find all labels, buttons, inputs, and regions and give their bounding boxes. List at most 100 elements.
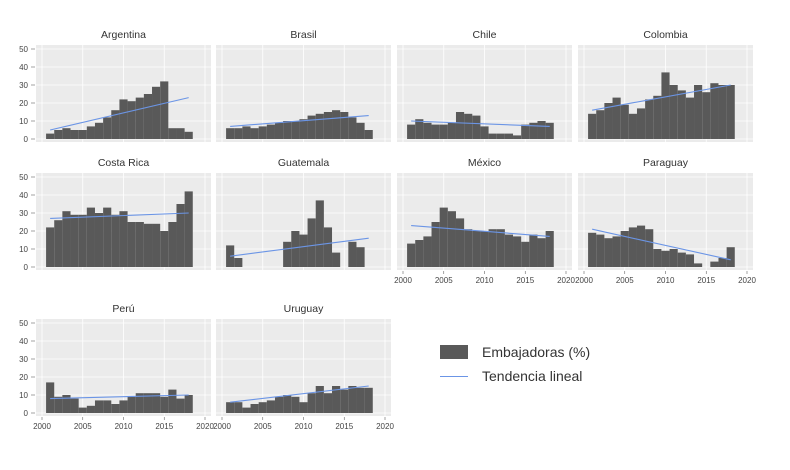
bar: [423, 236, 432, 267]
bar: [54, 130, 63, 139]
trend-line: [230, 385, 369, 403]
trend-line: [592, 84, 731, 111]
bar: [718, 258, 727, 267]
bar: [291, 396, 300, 413]
bar: [628, 113, 637, 139]
bar: [677, 90, 686, 139]
bar: [299, 119, 308, 139]
bar: [596, 110, 605, 139]
panel-title: Guatemala: [278, 157, 330, 169]
trend-line: [230, 237, 369, 257]
panel-paraguay: Paraguay 2000 2005 2010 2015 2020: [575, 157, 756, 285]
panel-brasil: Brasil: [216, 29, 391, 142]
bar: [111, 110, 120, 139]
bar: [62, 395, 71, 413]
bar: [464, 229, 473, 267]
legend-bar-swatch: [440, 345, 468, 359]
bar: [143, 94, 153, 139]
bar: [291, 231, 300, 267]
bar: [529, 234, 538, 267]
bar: [119, 400, 128, 413]
trend-line: [592, 228, 731, 261]
bar: [176, 204, 185, 267]
legend: Embajadoras (%) Tendencia lineal: [440, 340, 700, 388]
bar: [488, 229, 497, 267]
bar: [54, 396, 63, 413]
bar: [242, 126, 251, 139]
bar: [545, 231, 554, 267]
bar: [152, 86, 161, 139]
bar: [127, 222, 136, 267]
bar: [226, 128, 235, 139]
bar: [299, 234, 308, 267]
bar: [710, 261, 719, 267]
y-tick-label: 0: [24, 409, 29, 418]
bar: [332, 386, 341, 413]
bar: [46, 133, 55, 139]
bar: [234, 128, 243, 139]
legend-item-bars: Embajadoras (%): [440, 340, 700, 364]
bar: [94, 122, 104, 139]
bar: [645, 229, 654, 267]
bar: [677, 252, 686, 267]
bar: [160, 396, 169, 413]
legend-item-trend: Tendencia lineal: [440, 364, 700, 388]
bar: [143, 223, 153, 267]
panel-colombia: Colombia: [578, 29, 753, 142]
y-tick-label: 20: [19, 227, 28, 236]
x-tick-label: 2020: [196, 422, 214, 431]
bar: [364, 130, 373, 139]
bar: [78, 214, 87, 267]
bar: [726, 85, 735, 139]
panel-title: México: [468, 157, 501, 169]
bar: [596, 234, 605, 267]
bar: [348, 241, 357, 267]
bar: [62, 211, 71, 267]
bar: [111, 214, 120, 267]
bar: [274, 122, 284, 139]
bar: [86, 126, 95, 139]
bar: [513, 135, 522, 139]
bar: [86, 405, 95, 413]
x-tick-label: 2005: [254, 422, 272, 431]
bar: [455, 218, 465, 267]
bar: [143, 393, 153, 413]
bar: [86, 207, 95, 267]
bar: [184, 191, 193, 267]
panel-argentina: Argentina 0 10 20 30 40 50: [19, 29, 211, 144]
bar: [307, 393, 316, 413]
bar: [407, 243, 416, 267]
bar: [423, 122, 432, 139]
panel-title: Colombia: [643, 29, 688, 41]
x-tick-label: 2020: [557, 276, 575, 285]
legend-line-swatch: [440, 375, 468, 377]
bar: [718, 85, 727, 139]
bar: [504, 133, 514, 139]
bar: [250, 404, 259, 413]
bar: [529, 122, 538, 139]
bar: [455, 112, 465, 139]
bar: [307, 218, 316, 267]
x-tick-label: 2015: [697, 276, 715, 285]
panel-title: Perú: [112, 303, 134, 315]
panel-title: Paraguay: [643, 157, 689, 169]
trend-line: [50, 394, 189, 400]
bar: [283, 395, 292, 413]
y-tick-label: 10: [19, 117, 28, 126]
bar: [480, 231, 489, 267]
panel-mxico: México 2000 2005 2010 2015 2020: [394, 157, 575, 285]
bar: [258, 402, 267, 413]
x-tick-label: 2010: [115, 422, 133, 431]
bar: [340, 389, 349, 413]
bar: [537, 121, 546, 139]
bar: [604, 238, 613, 267]
y-tick-label: 20: [19, 99, 28, 108]
bar: [348, 386, 357, 413]
bar: [472, 231, 481, 267]
bar: [70, 214, 79, 267]
x-tick-label: 2000: [213, 422, 231, 431]
x-tick-label: 2020: [376, 422, 394, 431]
x-tick-label: 2010: [295, 422, 313, 431]
legend-label-bars: Embajadoras (%): [482, 344, 591, 360]
bar: [439, 124, 448, 139]
